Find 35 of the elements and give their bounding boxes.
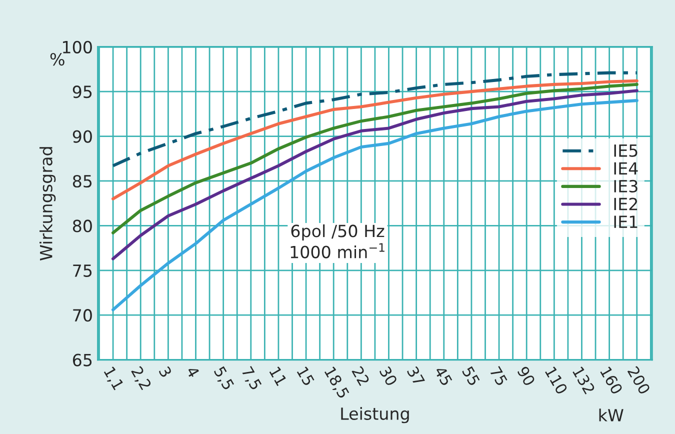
y-tick-label: 85 (72, 174, 92, 188)
x-tick-label: 55 (462, 366, 480, 386)
x-tick-label: 37 (406, 366, 426, 386)
text: kW (599, 408, 624, 422)
x-tick-label: 5,5 (212, 366, 234, 392)
x-tick-label: 2,2 (130, 366, 152, 392)
legend-label: IE4 (614, 162, 638, 174)
x-axis-title: Leistung (341, 407, 409, 424)
x-tick-label: 30 (379, 366, 398, 387)
legend-label: IE5 (614, 144, 638, 157)
x-tick-label: 4 (186, 366, 200, 378)
legend-label: IE2 (614, 198, 638, 210)
line-series (112, 89, 638, 260)
x-tick-label: 75 (489, 366, 508, 386)
y-tick-label: 80 (72, 220, 92, 232)
x-tick-label: 7,5 (240, 366, 262, 392)
x-tick-label: 90 (516, 366, 536, 387)
line-series (112, 98, 638, 312)
y-tick-label: 70 (73, 309, 92, 322)
y-tick-label: 100 (63, 40, 92, 54)
y-tick-label: 90 (72, 130, 92, 143)
annotation: 6pol /50 Hz 1000 min$^{−1}$ (290, 224, 384, 258)
x-tick-label: 15 (296, 366, 315, 386)
x-tick-label: 45 (434, 366, 453, 386)
y-tick-label: 95 (72, 86, 92, 98)
legend-label: IE1 (614, 216, 638, 228)
x-tick-label: 1,1 (102, 366, 124, 392)
y-tick-label: 75 (73, 264, 92, 277)
x-tick-label: 22 (352, 366, 370, 386)
text: % (50, 52, 64, 66)
legend-label: IE3 (614, 180, 638, 193)
x-tick-label: 3 (158, 366, 172, 378)
y-tick-label: 65 (72, 354, 92, 366)
y-axis-title: Wirkungsgrad (40, 147, 56, 260)
x-tick-label: 11 (269, 366, 288, 386)
